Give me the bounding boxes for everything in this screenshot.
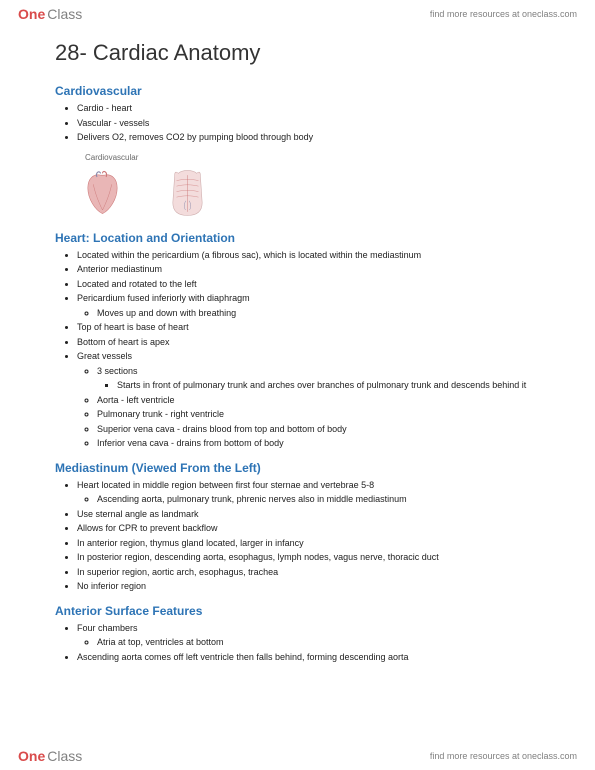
list-item-text: Great vessels bbox=[77, 351, 132, 361]
list-item: Superior vena cava - drains blood from t… bbox=[97, 423, 555, 437]
list-item: Heart located in middle region between f… bbox=[77, 479, 555, 507]
bullet-list: 3 sections Starts in front of pulmonary t… bbox=[77, 365, 555, 451]
list-item-text: Aorta - left ventricle bbox=[97, 395, 175, 405]
list-item: 3 sections Starts in front of pulmonary t… bbox=[97, 365, 555, 393]
list-item: Ascending aorta, pulmonary trunk, phreni… bbox=[97, 493, 555, 507]
list-item-text: Located and rotated to the left bbox=[77, 279, 197, 289]
list-item-text: Pulmonary trunk - right ventricle bbox=[97, 409, 224, 419]
header-resource-link[interactable]: find more resources at oneclass.com bbox=[430, 9, 577, 19]
list-item: Located and rotated to the left bbox=[77, 278, 555, 292]
list-item-text: Cardio - heart bbox=[77, 103, 132, 113]
list-item-text: Delivers O2, removes CO2 by pumping bloo… bbox=[77, 132, 313, 142]
list-item-text: No inferior region bbox=[77, 581, 146, 591]
list-item: In superior region, aortic arch, esophag… bbox=[77, 566, 555, 580]
list-item-text: Inferior vena cava - drains from bottom … bbox=[97, 438, 284, 448]
list-item: Anterior mediastinum bbox=[77, 263, 555, 277]
list-item: Pericardium fused inferiorly with diaphr… bbox=[77, 292, 555, 320]
list-item-text: Moves up and down with breathing bbox=[97, 308, 236, 318]
list-item-text: 3 sections bbox=[97, 366, 138, 376]
list-item-text: Anterior mediastinum bbox=[77, 264, 162, 274]
page-header: OneClass find more resources at oneclass… bbox=[0, 0, 595, 28]
brand-logo: OneClass bbox=[18, 6, 82, 22]
bullet-list: Heart located in middle region between f… bbox=[55, 479, 555, 594]
list-item: Starts in front of pulmonary trunk and a… bbox=[117, 379, 555, 393]
list-item: Great vessels 3 sections Starts in front o… bbox=[77, 350, 555, 451]
list-item-text: Atria at top, ventricles at bottom bbox=[97, 637, 224, 647]
footer-resource-link[interactable]: find more resources at oneclass.com bbox=[430, 751, 577, 761]
cardiovascular-figure: Cardiovascular bbox=[75, 153, 555, 221]
page-title: 28- Cardiac Anatomy bbox=[55, 40, 555, 66]
list-item: Moves up and down with breathing bbox=[97, 307, 555, 321]
bullet-list: Moves up and down with breathing bbox=[77, 307, 555, 321]
list-item-text: Bottom of heart is apex bbox=[77, 337, 170, 347]
logo-text-one-footer: One bbox=[18, 748, 45, 764]
figure-row bbox=[75, 166, 555, 221]
bullet-list: Cardio - heart Vascular - vessels Delivers… bbox=[55, 102, 555, 145]
list-item-text: Ascending aorta, pulmonary trunk, phreni… bbox=[97, 494, 407, 504]
bullet-list: Starts in front of pulmonary trunk and a… bbox=[97, 379, 555, 393]
bullet-list: Four chambers Atria at top, ventricles at… bbox=[55, 622, 555, 665]
list-item: Four chambers Atria at top, ventricles at… bbox=[77, 622, 555, 650]
list-item-text: Use sternal angle as landmark bbox=[77, 509, 199, 519]
list-item: Bottom of heart is apex bbox=[77, 336, 555, 350]
section-heading: Mediastinum (Viewed From the Left) bbox=[55, 461, 555, 475]
list-item-text: Four chambers bbox=[77, 623, 138, 633]
list-item: Use sternal angle as landmark bbox=[77, 508, 555, 522]
list-item: No inferior region bbox=[77, 580, 555, 594]
list-item: In posterior region, descending aorta, e… bbox=[77, 551, 555, 565]
bullet-list: Ascending aorta, pulmonary trunk, phreni… bbox=[77, 493, 555, 507]
list-item: Aorta - left ventricle bbox=[97, 394, 555, 408]
list-item-text: Superior vena cava - drains blood from t… bbox=[97, 424, 347, 434]
logo-text-one: One bbox=[18, 6, 45, 22]
list-item-text: Heart located in middle region between f… bbox=[77, 480, 374, 490]
list-item: Cardio - heart bbox=[77, 102, 555, 116]
list-item: Delivers O2, removes CO2 by pumping bloo… bbox=[77, 131, 555, 145]
section-heading: Anterior Surface Features bbox=[55, 604, 555, 618]
logo-text-class: Class bbox=[47, 6, 82, 22]
list-item-text: Top of heart is base of heart bbox=[77, 322, 189, 332]
list-item-text: Vascular - vessels bbox=[77, 118, 149, 128]
list-item-text: Pericardium fused inferiorly with diaphr… bbox=[77, 293, 250, 303]
section-heading: Cardiovascular bbox=[55, 84, 555, 98]
bullet-list: Located within the pericardium (a fibrou… bbox=[55, 249, 555, 451]
list-item-text: Ascending aorta comes off left ventricle… bbox=[77, 652, 409, 662]
logo-text-class-footer: Class bbox=[47, 748, 82, 764]
list-item: Located within the pericardium (a fibrou… bbox=[77, 249, 555, 263]
list-item-text: Allows for CPR to prevent backflow bbox=[77, 523, 218, 533]
list-item: Ascending aorta comes off left ventricle… bbox=[77, 651, 555, 665]
list-item: Inferior vena cava - drains from bottom … bbox=[97, 437, 555, 451]
bullet-list: Atria at top, ventricles at bottom bbox=[77, 636, 555, 650]
page-footer: OneClass find more resources at oneclass… bbox=[0, 742, 595, 770]
list-item: Top of heart is base of heart bbox=[77, 321, 555, 335]
list-item-text: Located within the pericardium (a fibrou… bbox=[77, 250, 421, 260]
brand-logo-footer: OneClass bbox=[18, 748, 82, 764]
document-body: 28- Cardiac Anatomy Cardiovascular Cardio… bbox=[55, 40, 555, 665]
list-item: Pulmonary trunk - right ventricle bbox=[97, 408, 555, 422]
list-item: In anterior region, thymus gland located… bbox=[77, 537, 555, 551]
figure-label: Cardiovascular bbox=[85, 153, 555, 162]
list-item-text: In posterior region, descending aorta, e… bbox=[77, 552, 439, 562]
heart-anatomy-icon bbox=[75, 166, 130, 221]
list-item-text: Starts in front of pulmonary trunk and a… bbox=[117, 380, 526, 390]
list-item: Vascular - vessels bbox=[77, 117, 555, 131]
list-item-text: In superior region, aortic arch, esophag… bbox=[77, 567, 278, 577]
section-heading: Heart: Location and Orientation bbox=[55, 231, 555, 245]
torso-anatomy-icon bbox=[160, 166, 215, 221]
list-item-text: In anterior region, thymus gland located… bbox=[77, 538, 304, 548]
list-item: Allows for CPR to prevent backflow bbox=[77, 522, 555, 536]
list-item: Atria at top, ventricles at bottom bbox=[97, 636, 555, 650]
